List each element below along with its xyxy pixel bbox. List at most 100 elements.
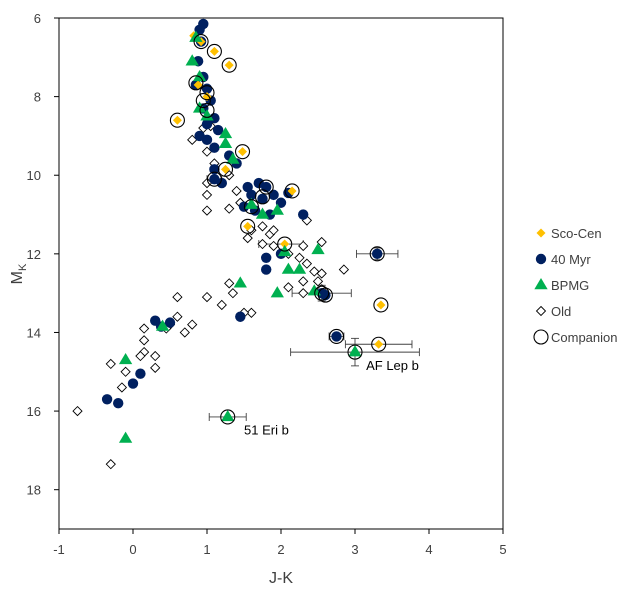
data-point <box>270 286 284 298</box>
data-point <box>270 203 284 215</box>
data-point <box>235 311 246 322</box>
data-point <box>255 207 270 219</box>
x-tick-label: 0 <box>129 542 136 557</box>
data-point <box>116 382 128 393</box>
data-point <box>233 276 247 288</box>
data-point <box>127 378 139 389</box>
data-point <box>316 236 327 248</box>
data-point <box>193 80 203 90</box>
data-point <box>224 278 235 289</box>
data-point <box>369 246 385 262</box>
data-point <box>72 405 83 417</box>
x-tick-label: 5 <box>499 542 506 557</box>
data-point <box>261 252 272 263</box>
data-point <box>193 34 209 50</box>
y-axis-title-subscript: K <box>17 263 29 271</box>
data-point <box>312 276 324 287</box>
data-point <box>220 409 236 425</box>
data-point <box>347 344 363 360</box>
annotations: AF Lep b 51 Eri b <box>244 358 419 438</box>
data-point <box>374 339 384 349</box>
data-point <box>101 394 113 405</box>
data-point <box>226 152 240 164</box>
data-point <box>201 205 213 216</box>
legend-marker <box>536 228 546 238</box>
data-point <box>287 186 297 196</box>
data-point <box>199 85 215 101</box>
y-tick-label: 8 <box>34 90 41 105</box>
data-point <box>172 311 183 322</box>
data-point <box>268 240 279 252</box>
data-point <box>243 199 259 215</box>
data-point <box>242 232 253 244</box>
y-tick-label: 18 <box>27 483 41 498</box>
data-point <box>320 289 331 301</box>
data-point <box>224 60 234 70</box>
plot-area <box>58 17 504 530</box>
data-point <box>314 285 330 301</box>
data-point <box>298 240 309 252</box>
data-point <box>261 264 272 275</box>
data-point <box>217 161 234 177</box>
x-tick-label: 1 <box>203 542 210 557</box>
data-point <box>169 112 185 128</box>
data-point <box>371 336 387 352</box>
data-point <box>284 183 300 199</box>
data-markers <box>72 18 389 470</box>
data-point <box>280 239 290 249</box>
legend-item: BPMG <box>534 278 589 293</box>
legend-label: Sco-Cen <box>551 226 602 241</box>
data-point <box>376 300 386 310</box>
legend-item: 40 Myr <box>535 252 591 267</box>
data-point <box>172 291 183 303</box>
legend: Sco-Cen 40 Myr BPMG Old Companion <box>533 226 618 345</box>
data-point <box>218 136 233 148</box>
data-point <box>244 197 259 209</box>
data-point <box>135 350 146 362</box>
y-tick-label: 16 <box>27 404 41 419</box>
series-bpmg <box>118 30 362 443</box>
data-point <box>192 69 207 82</box>
data-point <box>138 335 150 346</box>
data-point <box>118 352 133 365</box>
data-point <box>257 238 268 250</box>
data-point <box>105 459 116 470</box>
data-point <box>138 323 150 334</box>
series-companion <box>169 34 389 425</box>
data-point <box>155 319 170 331</box>
y-tick-label: 12 <box>27 247 41 262</box>
data-point <box>120 366 131 377</box>
x-axis-ticks: -1 0 1 2 3 4 5 <box>53 529 507 557</box>
data-point <box>227 288 239 299</box>
legend-item: Companion <box>533 329 618 345</box>
data-point <box>150 350 161 362</box>
data-point <box>212 124 224 136</box>
data-point <box>348 345 362 357</box>
data-point <box>298 276 309 287</box>
data-point <box>206 171 222 187</box>
data-point <box>298 209 309 220</box>
data-point <box>187 319 198 330</box>
data-point <box>307 284 321 296</box>
data-point <box>254 189 271 205</box>
data-point <box>164 317 176 328</box>
data-point <box>294 252 305 263</box>
data-point <box>309 266 320 277</box>
data-point <box>200 109 214 121</box>
data-point <box>218 126 233 139</box>
x-tick-label: -1 <box>53 542 65 557</box>
data-point <box>216 299 227 311</box>
data-point <box>118 431 133 443</box>
data-point <box>292 262 307 274</box>
data-point <box>201 291 213 303</box>
data-point <box>277 236 293 252</box>
data-point <box>201 189 213 201</box>
data-point <box>221 57 237 73</box>
data-point <box>231 185 242 197</box>
data-point <box>194 24 205 35</box>
y-axis-title-main: M <box>9 271 26 284</box>
data-point <box>240 218 256 234</box>
data-point <box>246 189 257 201</box>
data-point <box>373 297 389 313</box>
